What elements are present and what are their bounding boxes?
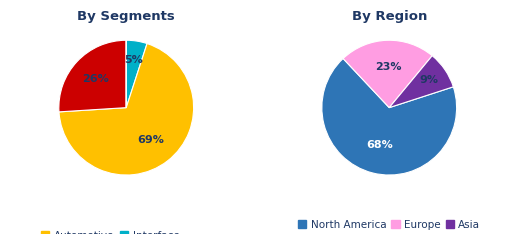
Text: 68%: 68% bbox=[366, 140, 393, 150]
Text: 69%: 69% bbox=[138, 135, 165, 145]
Text: 9%: 9% bbox=[420, 75, 439, 85]
Legend: North America, Europe, Asia: North America, Europe, Asia bbox=[294, 216, 484, 234]
Wedge shape bbox=[59, 44, 194, 175]
Text: 5%: 5% bbox=[125, 55, 143, 65]
Wedge shape bbox=[59, 40, 126, 112]
Wedge shape bbox=[126, 40, 147, 108]
Title: By Region: By Region bbox=[351, 10, 427, 23]
Text: 23%: 23% bbox=[375, 62, 401, 72]
Text: 26%: 26% bbox=[83, 74, 109, 84]
Title: By Segments: By Segments bbox=[77, 10, 175, 23]
Wedge shape bbox=[343, 40, 432, 108]
Wedge shape bbox=[322, 58, 457, 175]
Legend: Automotive, Industrial, Interface, Medical Device: Automotive, Industrial, Interface, Medic… bbox=[37, 227, 216, 234]
Wedge shape bbox=[389, 56, 453, 108]
